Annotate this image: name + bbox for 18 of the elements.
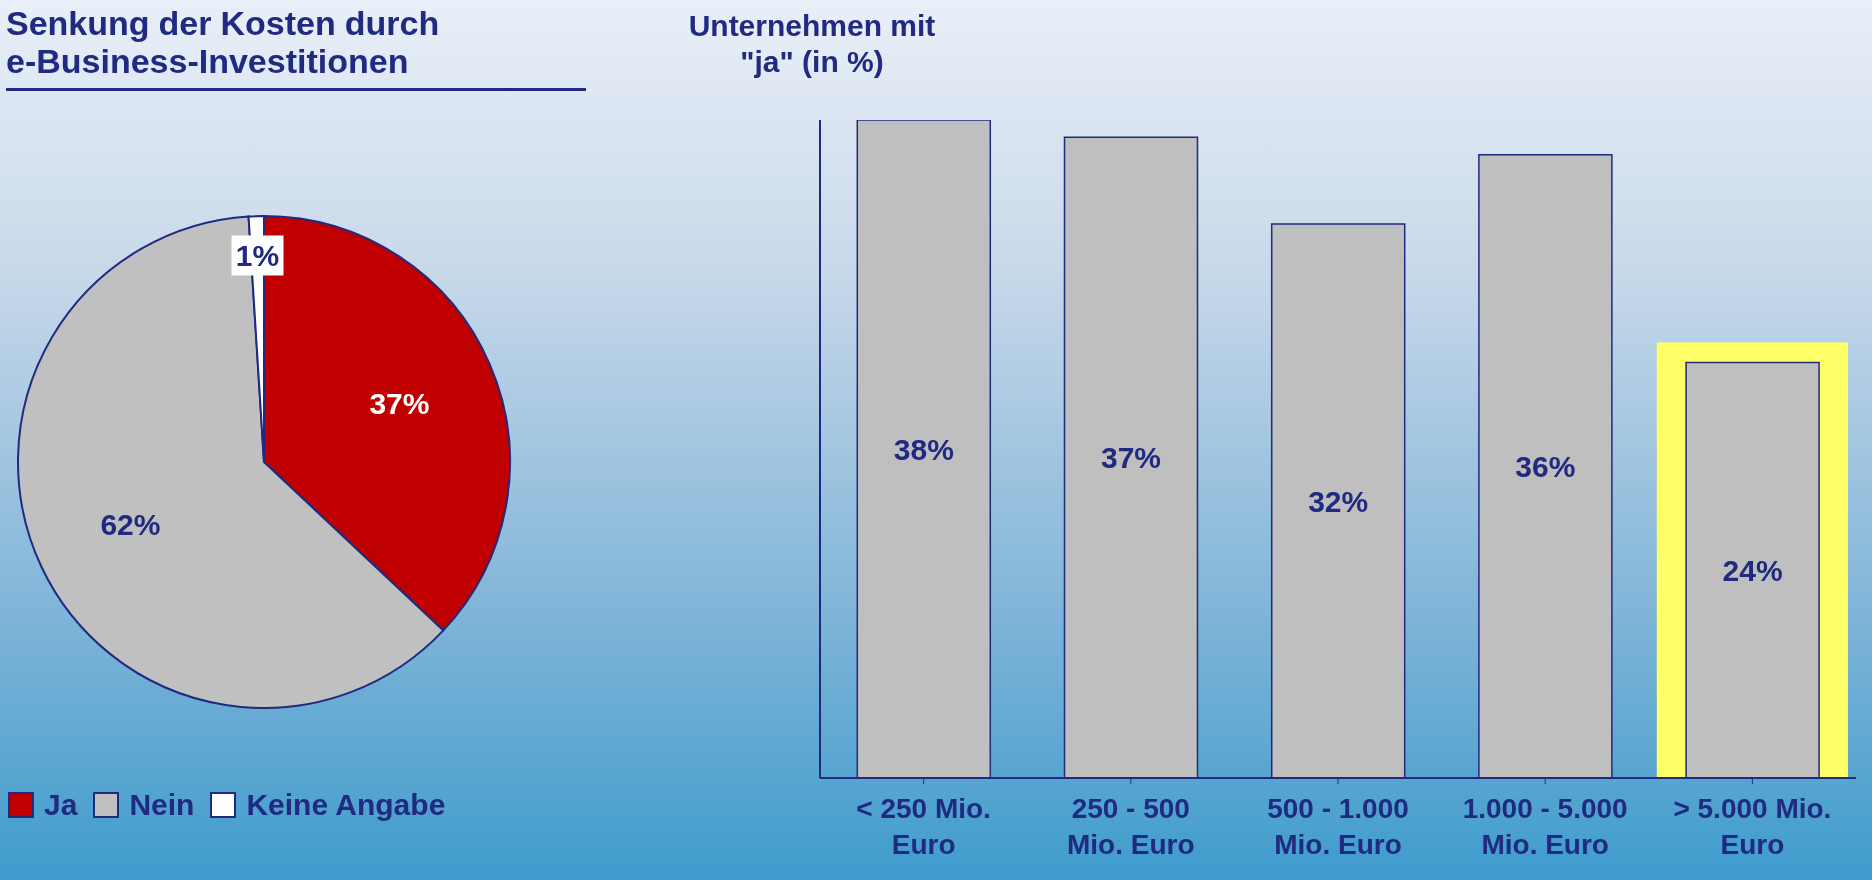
data-label: 24%: [1722, 553, 1783, 587]
legend-label: Nein: [129, 788, 195, 822]
x-tick-label: > 5.000 Mio. Euro: [1673, 793, 1832, 860]
x-tick-label: 500 - 1.000 Mio. Euro: [1267, 793, 1409, 860]
chart-title: Senkung der Kosten durch e-Business-Investitionen: [6, 4, 440, 80]
legend-label: Ja: [44, 788, 78, 822]
y-axis-title: Unternehmen mit "ja" (in %): [687, 8, 937, 80]
data-label: 1%: [235, 238, 280, 272]
x-tick-label: 250 - 500 Mio. Euro: [1067, 793, 1195, 860]
data-label: 32%: [1308, 484, 1369, 518]
data-label: 36%: [1515, 449, 1576, 483]
x-tick-label: < 250 Mio. Euro: [856, 793, 991, 860]
data-label: 37%: [1100, 441, 1162, 475]
data-label: 38%: [893, 432, 954, 466]
x-tick-label: 1.000 - 5.000 Mio. Euro: [1462, 793, 1628, 860]
legend-label: Keine Angabe: [246, 788, 446, 822]
data-label: 37%: [369, 386, 430, 420]
data-label: 62%: [100, 508, 161, 542]
